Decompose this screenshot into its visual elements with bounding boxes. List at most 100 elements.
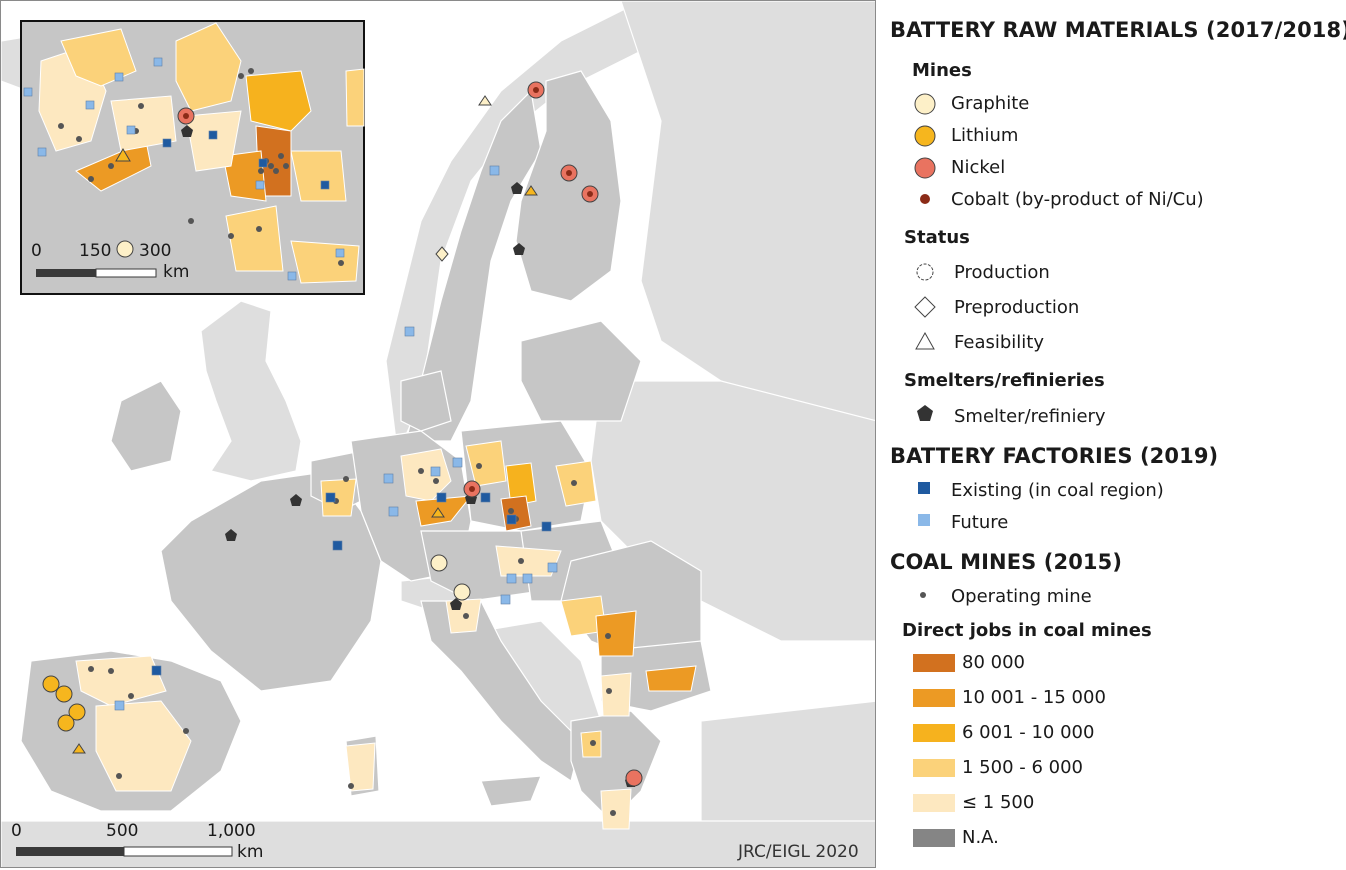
coal-region [400,448,452,502]
coal-mine-dot [418,468,424,474]
factory-existing [436,492,447,503]
factory-future [500,594,511,605]
europe-map [1,1,875,867]
denmark [400,370,452,432]
jobs-label: 10 001 - 15 000 [962,687,1106,708]
factory-existing [506,514,517,525]
jobs-swatch-1500-6000 [913,759,955,777]
factory-existing [151,665,162,676]
main-scale-tick: 1,000 [207,821,256,841]
graphite-legend-label: Graphite [951,93,1030,114]
finland [515,70,622,302]
cobalt-dot [587,191,593,197]
feasibility-legend-label: Feasibility [954,332,1044,353]
inset-scale-tick: 300 [139,241,172,261]
coal-region [95,700,192,792]
factory-future [430,466,441,477]
smelter-marker [511,182,523,194]
coal-mine-dot [518,558,524,564]
nickel-legend-label: Nickel [951,157,1006,178]
jobs-label: N.A. [962,827,999,848]
coal-region [505,462,537,507]
future-factory-icon [918,514,930,526]
lithium-mine [57,714,75,732]
diamond-outline-icon [914,296,936,318]
baltics [520,320,642,422]
factory-future [547,562,558,573]
jobs-label: 1 500 - 6 000 [962,757,1083,778]
graphite-mine [430,554,448,572]
smelter-legend-label: Smelter/refiniery [954,406,1106,427]
graphite-legend-icon [914,93,936,115]
smelters-heading: Smelters/refinieries [904,370,1105,391]
main-scale-unit: km [237,842,264,862]
jobs-swatch-le-1500 [913,794,955,812]
jobs-label: ≤ 1 500 [962,792,1035,813]
main-scale-bar [16,846,233,857]
coal-mine-dot [610,810,616,816]
lithium-mine [42,675,60,693]
sicily [480,775,542,807]
cobalt-legend-label: Cobalt (by-product of Ni/Cu) [951,189,1204,210]
factory-future [489,165,500,176]
coal-region [415,495,473,527]
coal-mine-dot [606,688,612,694]
main-scale-tick: 500 [106,821,139,841]
pentagon-icon [917,405,933,421]
factory-existing [480,492,491,503]
main-scale-tick: 0 [11,821,22,841]
cobalt-legend-icon [920,194,930,204]
jobs-swatch-na [913,829,955,847]
jobs-swatch-80000 [913,654,955,672]
nickel-mine [625,769,643,787]
belarus-ukraine [590,380,875,642]
coal-mine-dot [116,773,122,779]
existing-factory-icon [918,482,930,494]
future-factory-label: Future [951,512,1009,533]
russia-east [620,1,875,422]
inset-scale-unit: km [163,262,190,282]
jobs-label: 80 000 [962,652,1025,673]
ireland [110,380,182,472]
coal-region [645,665,697,692]
factory-future [383,473,394,484]
coal-mine-dot-icon [920,592,926,598]
jobs-label: 6 001 - 10 000 [962,722,1095,743]
coal-mine-dot [508,508,514,514]
inset-scale-tick: 0 [31,241,42,261]
cobalt-dot [469,486,475,492]
triangle-outline-icon [915,332,935,350]
credit-text: JRC/EIGL 2020 [738,842,859,862]
coal-region [465,440,507,487]
factory-future [114,700,125,711]
coal-region [600,788,632,830]
lithium-legend-icon [914,125,936,147]
nickel-legend-icon [914,157,936,179]
circle-outline-icon [916,263,934,281]
smelter-marker [513,243,525,255]
coal-heading: COAL MINES (2015) [890,550,1123,574]
inset-map [20,20,365,295]
existing-factory-label: Existing (in coal region) [951,480,1164,501]
graphite-mine [453,583,471,601]
sweden [405,89,542,442]
factory-future [404,326,415,337]
jobs-swatch-10001-15000 [913,689,955,707]
smelter-marker [290,494,302,506]
coal-mine-dot [433,478,439,484]
lithium-feasibility [524,185,538,196]
factory-existing [325,492,336,503]
operating-mine-label: Operating mine [951,586,1092,607]
lithium-feasibility [478,95,492,106]
cobalt-dot [566,170,572,176]
lithium-feasibility [72,743,86,754]
factory-existing [332,540,343,551]
factories-heading: BATTERY FACTORIES (2019) [890,444,1219,468]
coal-mine-dot [476,463,482,469]
coal-region [595,610,637,657]
lithium-feasibility [431,507,445,518]
coal-region [75,655,167,707]
coal-mine-dot [183,728,189,734]
lithium-mine [68,703,86,721]
coal-region [495,545,562,577]
